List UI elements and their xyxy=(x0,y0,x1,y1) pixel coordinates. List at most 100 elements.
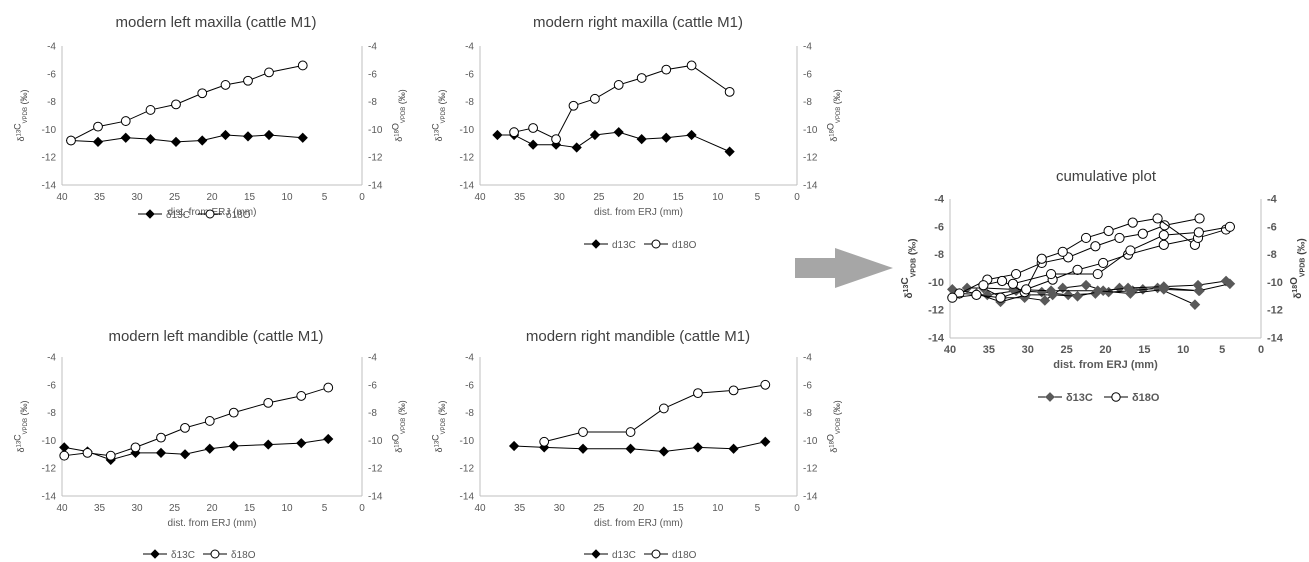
x-tick-label: 20 xyxy=(206,192,218,203)
d18o-point xyxy=(1092,268,1103,280)
series-carbon-0 xyxy=(65,129,308,148)
d18o-point xyxy=(1193,227,1204,238)
d18o-point xyxy=(1152,213,1163,224)
legend-marker xyxy=(651,239,661,249)
d18o-point xyxy=(1036,253,1047,264)
d18o-point xyxy=(264,67,274,78)
x-tick-label: 5 xyxy=(1219,344,1225,356)
y-tick-label-right: -6 xyxy=(1267,221,1277,233)
d13c-point xyxy=(658,446,669,457)
x-tick-label: 40 xyxy=(944,344,956,356)
y-tick-label-right: -12 xyxy=(803,464,818,475)
y-tick-label-right: -10 xyxy=(803,436,818,447)
d13c-point xyxy=(155,447,167,459)
x-tick-label: 15 xyxy=(673,192,685,203)
d13c-point xyxy=(220,129,231,141)
d18o-point xyxy=(1158,239,1169,250)
d18o-point xyxy=(93,121,103,132)
y-tick-label-right: -12 xyxy=(368,464,383,475)
x-axis-label: dist. from ERJ (mm) xyxy=(1053,359,1158,371)
y-tick-label-right: -12 xyxy=(803,153,818,164)
x-tick-label: 5 xyxy=(322,503,328,514)
legend-label: d13C xyxy=(612,550,636,561)
x-tick-label: 10 xyxy=(281,192,293,203)
d13c-point xyxy=(92,136,104,148)
d18o-point xyxy=(1224,221,1236,232)
d18o-point xyxy=(551,134,561,145)
y-axis-label-right: δ18OVPDB (‰) xyxy=(390,400,407,453)
y-axis-label-right: δ18OVPDB (‰) xyxy=(390,89,407,142)
d13c-point xyxy=(527,139,539,150)
y-tick-label-right: -8 xyxy=(803,97,812,108)
y-tick-label-left: -6 xyxy=(465,69,474,80)
d18o-point xyxy=(82,448,93,458)
y-tick-label-left: -12 xyxy=(460,153,475,164)
d18o-point xyxy=(693,388,703,399)
x-tick-label: 0 xyxy=(359,503,365,514)
y-axis-label-left: δ13CVPDB (‰) xyxy=(430,400,447,452)
d18o-point xyxy=(728,385,739,396)
x-tick-label: 30 xyxy=(554,503,566,514)
d18o-point xyxy=(263,397,274,408)
series-line xyxy=(70,134,303,143)
legend-entry: δ18O xyxy=(198,209,251,221)
x-tick-label: 5 xyxy=(755,192,761,203)
y-tick-label-right: -8 xyxy=(803,408,812,419)
x-tick-label: 30 xyxy=(1022,344,1034,356)
d13c-point xyxy=(179,449,191,460)
d18o-point xyxy=(1090,241,1101,252)
x-tick-label: 15 xyxy=(244,503,256,514)
y-tick-label-right: -6 xyxy=(803,380,812,391)
d18o-point xyxy=(971,289,982,301)
y-tick-label-right: -4 xyxy=(803,42,812,53)
d13c-point xyxy=(59,442,70,453)
d13c-point xyxy=(577,443,589,454)
x-tick-label: 25 xyxy=(169,503,181,514)
d18o-point xyxy=(1137,228,1148,239)
d13c-point xyxy=(636,134,647,145)
y-axis-label-left: δ13CVPDB (‰) xyxy=(430,89,447,141)
d13c-point xyxy=(760,436,771,447)
x-tick-label: 25 xyxy=(1061,344,1073,356)
series-oxygen-1 xyxy=(59,382,334,461)
d18o-point xyxy=(1080,232,1092,244)
d13c-point xyxy=(724,146,735,157)
series-line xyxy=(64,438,329,461)
y-tick-label-right: -10 xyxy=(1267,277,1283,289)
x-tick-label: 35 xyxy=(94,192,106,203)
d18o-point xyxy=(59,450,70,461)
series-oxygen-1 xyxy=(539,379,771,447)
chart-title: modern right mandible (cattle M1) xyxy=(526,328,750,345)
d18o-point xyxy=(243,75,253,86)
x-tick-label: 35 xyxy=(983,344,995,356)
y-tick-label-left: -10 xyxy=(42,436,57,447)
d18o-point xyxy=(996,275,1008,287)
y-tick-label-left: -4 xyxy=(465,42,474,53)
legend-marker xyxy=(591,239,601,249)
d18o-point xyxy=(1072,264,1083,275)
d13c-point xyxy=(120,132,131,143)
chart-cumulative-plot: cumulative plot -4 -4 -6 -6 -8 -8 -10 -10 -12 -12 -… xyxy=(900,168,1308,404)
series-oxygen-7 xyxy=(1007,221,1236,289)
x-tick-label: 5 xyxy=(755,503,761,514)
y-tick-label-right: -14 xyxy=(803,181,818,192)
legend-label: d18O xyxy=(672,240,697,251)
legend-marker xyxy=(1045,392,1055,402)
chart-title: modern left mandible (cattle M1) xyxy=(108,328,323,345)
d13c-point xyxy=(686,129,697,141)
y-tick-label-left: -10 xyxy=(460,436,475,447)
chart-title: modern left maxilla (cattle M1) xyxy=(116,14,317,31)
d18o-point xyxy=(978,280,989,291)
x-tick-label: 35 xyxy=(514,503,526,514)
d18o-point xyxy=(539,436,550,447)
y-tick-label-right: -12 xyxy=(1267,305,1283,317)
d18o-point xyxy=(661,64,672,75)
x-tick-label: 10 xyxy=(712,503,724,514)
y-tick-label-right: -12 xyxy=(368,153,383,164)
d13c-point xyxy=(508,440,520,452)
legend-entry: δ13C xyxy=(143,549,195,561)
d18o-point xyxy=(130,442,141,453)
d18o-point xyxy=(1045,268,1057,280)
y-tick-label-left: -6 xyxy=(465,380,474,391)
d18o-point xyxy=(509,127,519,138)
